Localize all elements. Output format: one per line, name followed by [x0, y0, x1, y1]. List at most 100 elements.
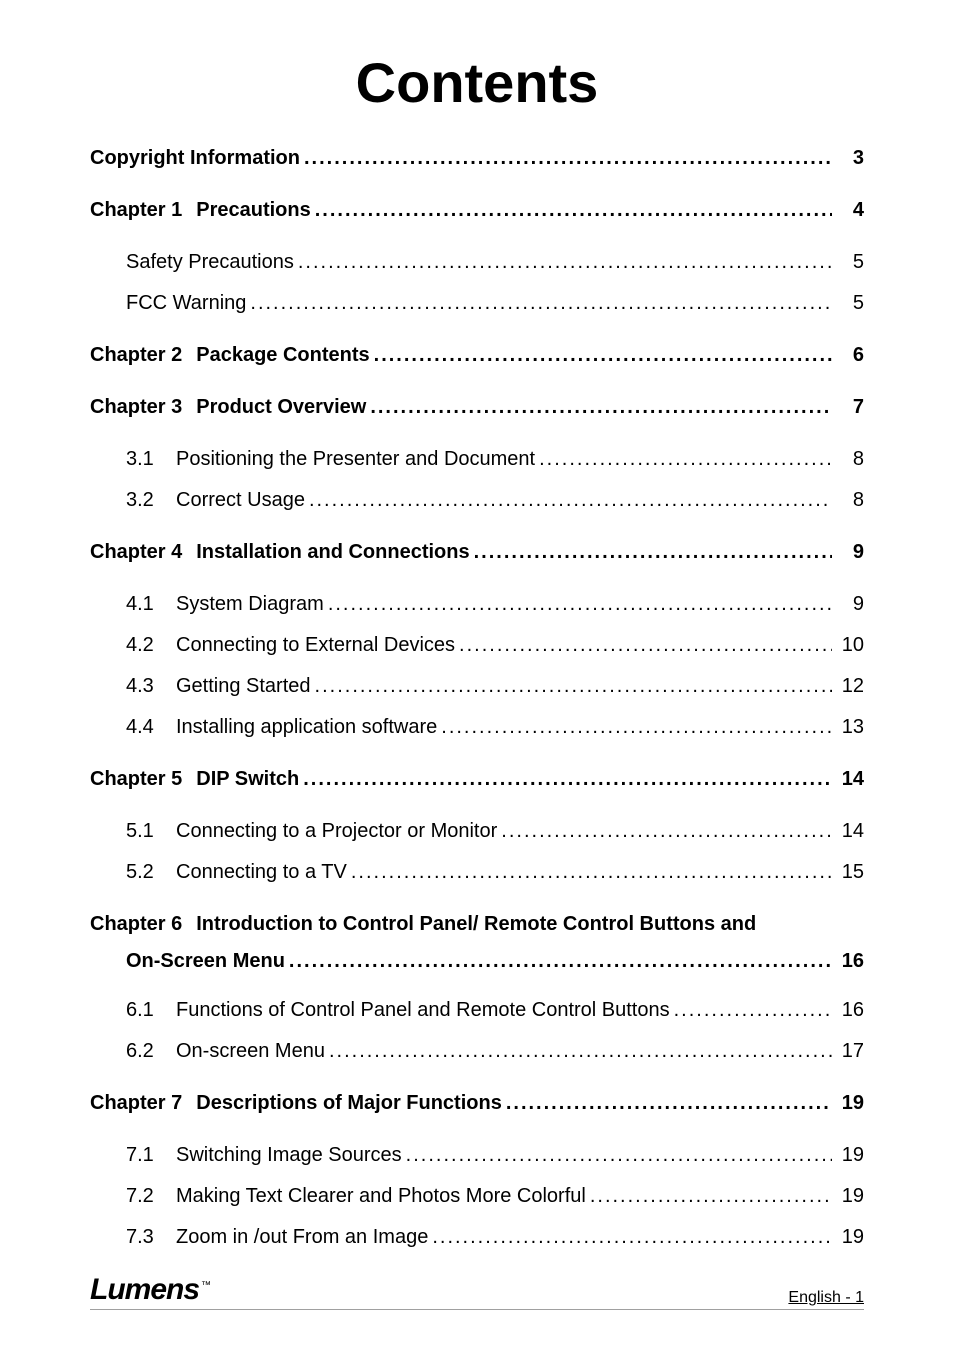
- toc-entry-label: Functions of Control Panel and Remote Co…: [176, 995, 670, 1025]
- toc-entry-number: Chapter 1: [90, 195, 196, 225]
- toc-leader: [303, 764, 832, 794]
- toc-entry-page: 9: [836, 589, 864, 619]
- toc-entry-number: 4.3: [126, 671, 176, 701]
- toc-entry-page: 19: [836, 1181, 864, 1211]
- toc-leader: [374, 340, 832, 370]
- toc-entry: 3.2Correct Usage8: [90, 485, 864, 515]
- toc-entry-page: 3: [836, 143, 864, 173]
- toc-entry: 7.1Switching Image Sources19: [90, 1140, 864, 1170]
- toc-entry-page: 8: [836, 485, 864, 515]
- toc-leader: [590, 1181, 832, 1211]
- toc-entry-continuation: On-Screen Menu 16: [90, 950, 864, 973]
- toc-entry-page: 5: [836, 247, 864, 277]
- toc-entry-page: 16: [836, 950, 864, 973]
- toc-entry-number: 5.2: [126, 857, 176, 887]
- toc-entry-label: DIP Switch: [196, 764, 299, 794]
- toc-entry: Safety Precautions 5: [90, 247, 864, 277]
- toc-leader: [315, 195, 832, 225]
- toc-entry: 5.2Connecting to a TV 15: [90, 857, 864, 887]
- toc-leader: [315, 671, 832, 701]
- toc-entry-number: 6.2: [126, 1036, 176, 1066]
- toc-entry-label: Switching Image Sources: [176, 1140, 402, 1170]
- toc-entry-page: 14: [836, 816, 864, 846]
- toc-entry-label: Connecting to a TV: [176, 857, 347, 887]
- toc-leader: [304, 143, 832, 173]
- trademark-symbol: ™: [201, 1280, 210, 1291]
- toc-entry-label: Introduction to Control Panel/ Remote Co…: [196, 909, 756, 939]
- toc-entry-label: Installing application software: [176, 712, 437, 742]
- toc-entry: Chapter 2Package Contents6: [90, 340, 864, 370]
- toc-leader: [370, 392, 832, 422]
- toc-entry: 3.1Positioning the Presenter and Documen…: [90, 444, 864, 474]
- toc-entry: Chapter 5DIP Switch14: [90, 764, 864, 794]
- toc-entry-page: 10: [836, 630, 864, 660]
- toc-entry-page: 16: [836, 995, 864, 1025]
- toc-entry-label: Zoom in /out From an Image: [176, 1222, 428, 1252]
- toc-entry: Copyright Information 3: [90, 143, 864, 173]
- toc-entry: 5.1Connecting to a Projector or Monitor1…: [90, 816, 864, 846]
- toc-entry: 6.1Functions of Control Panel and Remote…: [90, 995, 864, 1025]
- toc-leader: [351, 857, 832, 887]
- toc-leader: [328, 589, 832, 619]
- toc-leader: [406, 1140, 832, 1170]
- toc-entry-label: On-screen Menu: [176, 1036, 325, 1066]
- toc-entry-number: 4.2: [126, 630, 176, 660]
- toc-leader: [298, 247, 832, 277]
- toc-entry-number: Chapter 5: [90, 764, 196, 794]
- toc-leader: [309, 485, 832, 515]
- toc-leader: [459, 630, 832, 660]
- toc-entry-label: Making Text Clearer and Photos More Colo…: [176, 1181, 586, 1211]
- brand-logo: Lumens™: [90, 1273, 210, 1307]
- toc-entry-page: 4: [836, 195, 864, 225]
- toc-entry: 4.1System Diagram9: [90, 589, 864, 619]
- toc-entry-label: Product Overview: [196, 392, 366, 422]
- toc-entry-label: On-Screen Menu: [126, 950, 285, 973]
- toc-entry-number: 7.3: [126, 1222, 176, 1252]
- toc-entry-page: 7: [836, 392, 864, 422]
- toc-entry-page: 13: [836, 712, 864, 742]
- toc-entry-number: Chapter 6: [90, 909, 196, 939]
- toc-leader: [329, 1036, 832, 1066]
- toc-entry-number: 4.4: [126, 712, 176, 742]
- toc-entry: Chapter 3Product Overview 7: [90, 392, 864, 422]
- toc-entry: Chapter 4Installation and Connections9: [90, 537, 864, 567]
- toc-entry-number: 6.1: [126, 995, 176, 1025]
- page-footer: Lumens™ English - 1: [90, 1273, 864, 1310]
- toc-leader: [432, 1222, 832, 1252]
- page-number-label: English - 1: [788, 1289, 864, 1307]
- toc-entry-page: 6: [836, 340, 864, 370]
- toc-entry: 6.2On-screen Menu 17: [90, 1036, 864, 1066]
- toc-entry: FCC Warning 5: [90, 288, 864, 318]
- toc-entry-label: Copyright Information: [90, 143, 300, 173]
- toc-entry-page: 9: [836, 537, 864, 567]
- toc-leader: [674, 995, 832, 1025]
- toc-entry: Chapter 1Precautions4: [90, 195, 864, 225]
- toc-entry-number: 7.1: [126, 1140, 176, 1170]
- toc-entry-page: 5: [836, 288, 864, 318]
- toc-entry-label: Positioning the Presenter and Document: [176, 444, 535, 474]
- toc-entry-number: 5.1: [126, 816, 176, 846]
- toc-entry: Chapter 7Descriptions of Major Functions…: [90, 1088, 864, 1118]
- toc-entry-number: Chapter 3: [90, 392, 196, 422]
- toc-entry-label: Safety Precautions: [126, 247, 294, 277]
- page-title: Contents: [90, 50, 864, 115]
- toc-entry-page: 15: [836, 857, 864, 887]
- toc-entry-label: System Diagram: [176, 589, 324, 619]
- toc-entry-page: 19: [836, 1088, 864, 1118]
- toc-entry: 4.3Getting Started12: [90, 671, 864, 701]
- toc-entry-number: 7.2: [126, 1181, 176, 1211]
- toc-entry-number: Chapter 7: [90, 1088, 196, 1118]
- toc-entry-page: 17: [836, 1036, 864, 1066]
- toc-entry-number: Chapter 4: [90, 537, 196, 567]
- toc-entry: 4.4Installing application software 13: [90, 712, 864, 742]
- toc-entry-number: 3.1: [126, 444, 176, 474]
- toc-entry-label: FCC Warning: [126, 288, 246, 318]
- logo-text: Lumens: [90, 1273, 199, 1306]
- toc-entry-label: Descriptions of Major Functions: [196, 1088, 502, 1118]
- toc-leader: [501, 816, 832, 846]
- toc-entry-page: 8: [836, 444, 864, 474]
- toc-leader: [289, 950, 832, 973]
- toc-leader: [539, 444, 832, 474]
- toc-entry-label: Getting Started: [176, 671, 311, 701]
- toc-entry: Chapter 6Introduction to Control Panel/ …: [90, 909, 864, 939]
